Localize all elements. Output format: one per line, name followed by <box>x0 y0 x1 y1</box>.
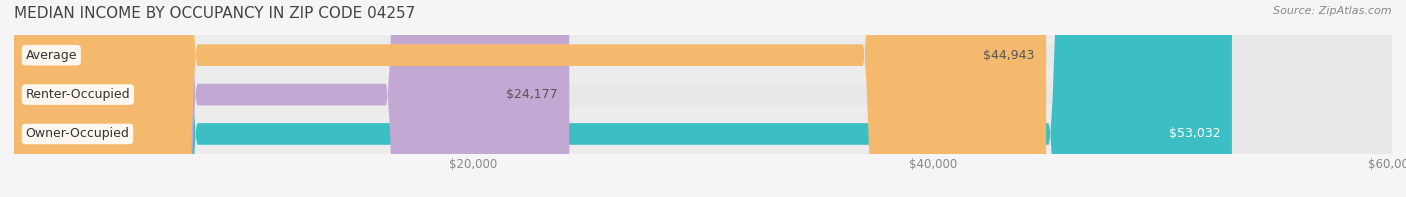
Text: $44,943: $44,943 <box>983 49 1035 62</box>
Bar <box>14 75 1392 114</box>
FancyBboxPatch shape <box>14 0 1046 197</box>
FancyBboxPatch shape <box>14 0 1392 197</box>
Text: Owner-Occupied: Owner-Occupied <box>25 127 129 140</box>
Bar <box>14 35 1392 75</box>
Text: Average: Average <box>25 49 77 62</box>
FancyBboxPatch shape <box>14 0 1232 197</box>
Text: Source: ZipAtlas.com: Source: ZipAtlas.com <box>1274 6 1392 16</box>
Text: $24,177: $24,177 <box>506 88 558 101</box>
FancyBboxPatch shape <box>14 0 569 197</box>
FancyBboxPatch shape <box>14 0 1392 197</box>
FancyBboxPatch shape <box>14 0 1392 197</box>
Text: $53,032: $53,032 <box>1168 127 1220 140</box>
Text: MEDIAN INCOME BY OCCUPANCY IN ZIP CODE 04257: MEDIAN INCOME BY OCCUPANCY IN ZIP CODE 0… <box>14 6 415 21</box>
Bar <box>14 114 1392 154</box>
Text: Renter-Occupied: Renter-Occupied <box>25 88 131 101</box>
